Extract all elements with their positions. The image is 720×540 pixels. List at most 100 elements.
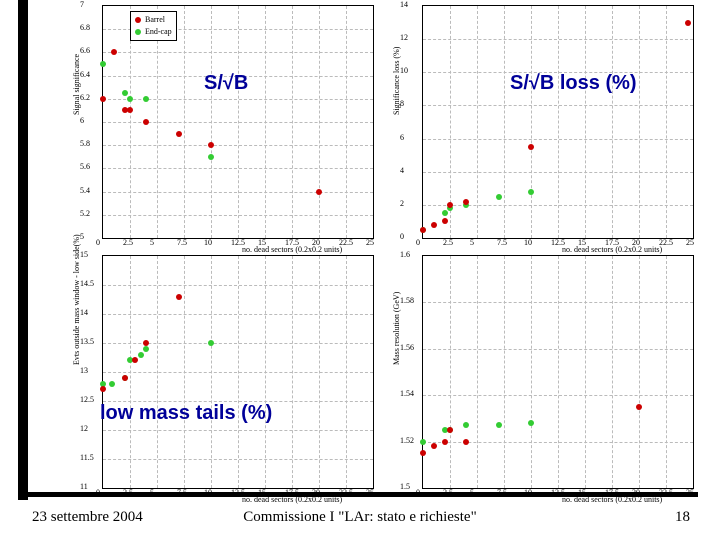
- data-point: [176, 131, 182, 137]
- ytick-label: 6.4: [80, 70, 100, 79]
- data-point: [528, 420, 534, 426]
- gridline-v: [666, 256, 667, 488]
- data-point: [100, 61, 106, 67]
- gridline-v: [639, 256, 640, 488]
- ytick-label: 6: [400, 133, 420, 142]
- data-point: [447, 427, 453, 433]
- xtick-label: 5: [150, 238, 154, 247]
- data-point: [636, 404, 642, 410]
- xtick-label: 2.5: [443, 238, 453, 247]
- ytick-label: 1.58: [400, 296, 420, 305]
- ytick-label: 5.8: [80, 139, 100, 148]
- gridline-v: [612, 6, 613, 238]
- data-point: [442, 210, 448, 216]
- ytick-label: 15: [80, 250, 100, 259]
- data-point: [442, 439, 448, 445]
- data-point: [463, 439, 469, 445]
- chart-tl: 02.557.51012.51517.52022.52555.25.45.65.…: [40, 0, 382, 253]
- chart-br: 02.557.51012.51517.52022.5251.51.521.541…: [380, 250, 702, 503]
- data-point: [463, 422, 469, 428]
- data-point: [127, 96, 133, 102]
- y-axis-label: Signal significance: [72, 54, 81, 115]
- data-point: [143, 340, 149, 346]
- ytick-label: 1.56: [400, 343, 420, 352]
- ytick-label: 12: [80, 424, 100, 433]
- gridline-h: [423, 349, 693, 350]
- ytick-label: 11.5: [80, 453, 100, 462]
- ytick-label: 14: [400, 0, 420, 9]
- data-point: [208, 154, 214, 160]
- ytick-label: 10: [400, 66, 420, 75]
- gridline-v: [504, 6, 505, 238]
- data-point: [316, 189, 322, 195]
- data-point: [109, 381, 115, 387]
- gridline-h: [103, 372, 373, 373]
- xtick-label: 10: [204, 238, 212, 247]
- gridline-v: [558, 256, 559, 488]
- data-point: [420, 439, 426, 445]
- gridline-v: [477, 6, 478, 238]
- legend-label: Barrel: [145, 14, 165, 26]
- ytick-label: 1.52: [400, 436, 420, 445]
- ytick-label: 6: [80, 116, 100, 125]
- legend: BarrelEnd-cap: [130, 11, 177, 41]
- legend-label: End-cap: [145, 26, 172, 38]
- gridline-v: [531, 256, 532, 488]
- gridline-h: [423, 105, 693, 106]
- ytick-label: 8: [400, 99, 420, 108]
- xtick-label: 10: [204, 488, 212, 497]
- plot-area: [102, 255, 374, 489]
- gridline-v: [558, 6, 559, 238]
- data-point: [176, 294, 182, 300]
- data-point: [685, 20, 691, 26]
- gridline-v: [504, 256, 505, 488]
- ytick-label: 5.4: [80, 186, 100, 195]
- data-point: [528, 144, 534, 150]
- ytick-label: 0: [400, 232, 420, 241]
- gridline-h: [103, 168, 373, 169]
- ytick-label: 7: [80, 0, 100, 9]
- gridline-h: [423, 139, 693, 140]
- data-point: [463, 199, 469, 205]
- ytick-label: 12: [400, 33, 420, 42]
- ytick-label: 6.2: [80, 93, 100, 102]
- ytick-label: 6.8: [80, 23, 100, 32]
- xtick-label: 25: [366, 238, 374, 247]
- data-point: [442, 218, 448, 224]
- title-s-sqrt-b: S/√B: [204, 72, 248, 95]
- y-axis-label: Significance loss (%): [392, 47, 401, 115]
- xtick-label: 25: [686, 238, 694, 247]
- data-point: [100, 96, 106, 102]
- legend-dot: [135, 17, 141, 23]
- gridline-v: [639, 6, 640, 238]
- xtick-label: 5: [470, 238, 474, 247]
- ytick-label: 4: [400, 166, 420, 175]
- xtick-label: 10: [524, 488, 532, 497]
- gridline-h: [423, 172, 693, 173]
- ytick-label: 1.5: [400, 482, 420, 491]
- ytick-label: 5: [80, 232, 100, 241]
- footer-page-num: 18: [675, 509, 690, 526]
- gridline-h: [103, 314, 373, 315]
- gridline-v: [531, 6, 532, 238]
- data-point: [132, 357, 138, 363]
- gridline-h: [103, 215, 373, 216]
- ytick-label: 1.6: [400, 250, 420, 259]
- gridline-v: [612, 256, 613, 488]
- y-axis-label: Mass resolution (GeV): [392, 292, 401, 365]
- plot-area: [422, 5, 694, 239]
- data-point: [122, 375, 128, 381]
- x-axis-label: no. dead sectors (0.2x0.2 units): [242, 495, 342, 504]
- data-point: [431, 443, 437, 449]
- data-point: [138, 352, 144, 358]
- y-axis-label: Evts outside mass window - low side(%): [72, 234, 81, 365]
- data-point: [496, 194, 502, 200]
- xtick-label: 2.5: [123, 488, 133, 497]
- gridline-h: [423, 395, 693, 396]
- xtick-label: 5: [470, 488, 474, 497]
- xtick-label: 10: [524, 238, 532, 247]
- xtick-label: 7.5: [497, 238, 507, 247]
- ytick-label: 13: [80, 366, 100, 375]
- ytick-label: 5.2: [80, 209, 100, 218]
- xtick-label: 7.5: [177, 238, 187, 247]
